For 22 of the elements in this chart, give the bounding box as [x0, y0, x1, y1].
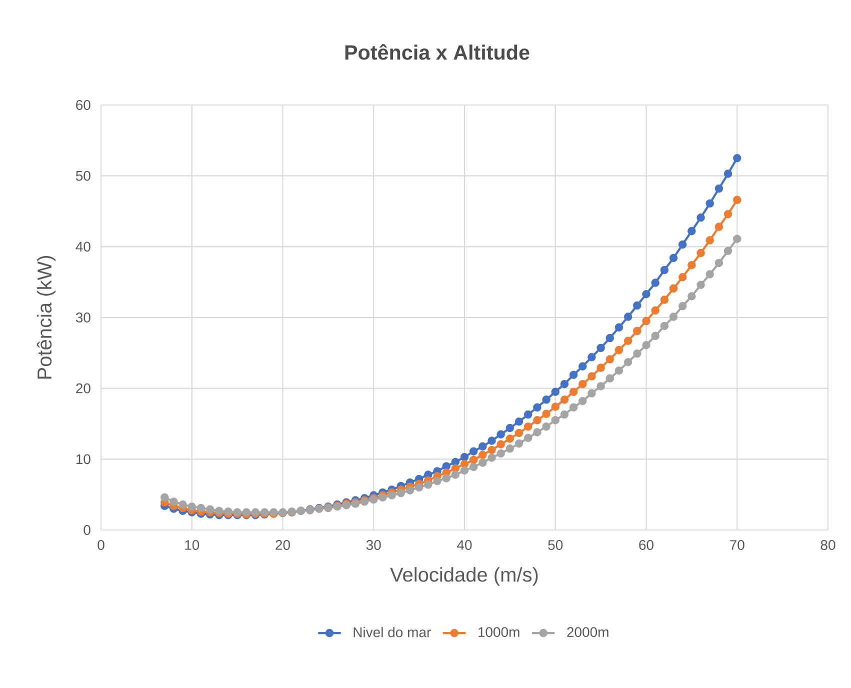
- y-tick-label: 60: [76, 100, 90, 110]
- chart-title: Potência x Altitude: [345, 44, 530, 60]
- y-tick-label: 40: [76, 242, 90, 252]
- y-tick-label: 0: [84, 525, 90, 535]
- x-axis-title: Velocidade (m/s): [390, 567, 538, 586]
- legend-label: 1000m: [478, 627, 520, 638]
- x-tick-label: 60: [639, 540, 654, 550]
- x-tick-label: 0: [98, 540, 104, 550]
- y-tick-label: 10: [76, 454, 90, 464]
- legend-label: Nivel do mar: [354, 626, 431, 638]
- y-tick-label: 20: [76, 383, 90, 394]
- x-tick-label: 50: [548, 540, 563, 550]
- y-axis-title: Potência (kW): [36, 256, 56, 379]
- y-tick-label: 50: [76, 170, 90, 181]
- legend-label: 2000m: [567, 627, 608, 638]
- x-tick-label: 30: [366, 540, 381, 550]
- x-tick-label: 40: [457, 540, 472, 550]
- x-tick-label: 10: [185, 540, 200, 550]
- x-tick-label: 80: [820, 540, 836, 550]
- x-tick-label: 20: [276, 540, 290, 550]
- y-tick-label: 30: [76, 312, 90, 322]
- x-tick-label: 70: [730, 540, 744, 550]
